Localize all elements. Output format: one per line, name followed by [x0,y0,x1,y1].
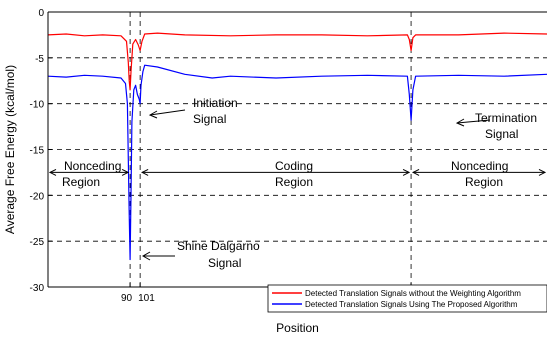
annotation-arrowhead [455,118,465,127]
annotation-pointer [149,109,186,116]
region-arrowhead [538,168,547,176]
y-tick-label: -10 [30,100,45,111]
series-group [47,32,547,261]
legend-box [267,284,547,313]
y-axis-label: Average Free Energy (kcal/mol) [3,65,17,234]
annotation-label: Signal [485,127,518,141]
region-label: Nonceding [64,159,121,173]
annotation-label: Signal [193,112,226,126]
y-tick-label: -5 [35,54,44,65]
legend: Detected Translation Signals without the… [267,284,547,313]
region-arrowhead [48,168,57,176]
annotation-pointer [456,119,491,124]
legend-entry: Detected Translation Signals Using The P… [305,300,518,309]
series-line [47,64,547,261]
y-tick-label: -25 [30,237,45,248]
x-tick-label: 101 [138,293,155,304]
region-label: Coding [275,159,313,173]
y-tick-label: 0 [38,8,44,19]
annotation-label: Termination [475,111,537,125]
y-tick-label: -30 [30,283,45,294]
y-tick-label: -20 [30,191,45,202]
x-tick-label: 90 [121,293,133,304]
region-label: Region [275,175,313,189]
region-arrowhead [121,168,130,176]
series-line [47,32,547,91]
x-axis-label: Position [276,321,319,335]
legend-entry: Detected Translation Signals without the… [305,289,521,298]
y-tick-label: -15 [30,146,45,157]
annotation-label: Signal [208,256,241,270]
region-arrowhead [141,168,149,176]
annotation-arrowhead [148,110,158,119]
region-arrowhead [411,168,420,176]
region-label: Region [62,175,100,189]
annotation-label: Initiation [193,96,238,110]
region-label: Nonceding [451,159,508,173]
annotations: Initiation Signal Termination Signal Shine D… [48,96,547,270]
annotation-arrowhead [141,251,151,261]
region-arrowhead [402,168,411,176]
region-label: Region [465,175,503,189]
annotation-label: Shine Dalgarno [177,239,260,253]
